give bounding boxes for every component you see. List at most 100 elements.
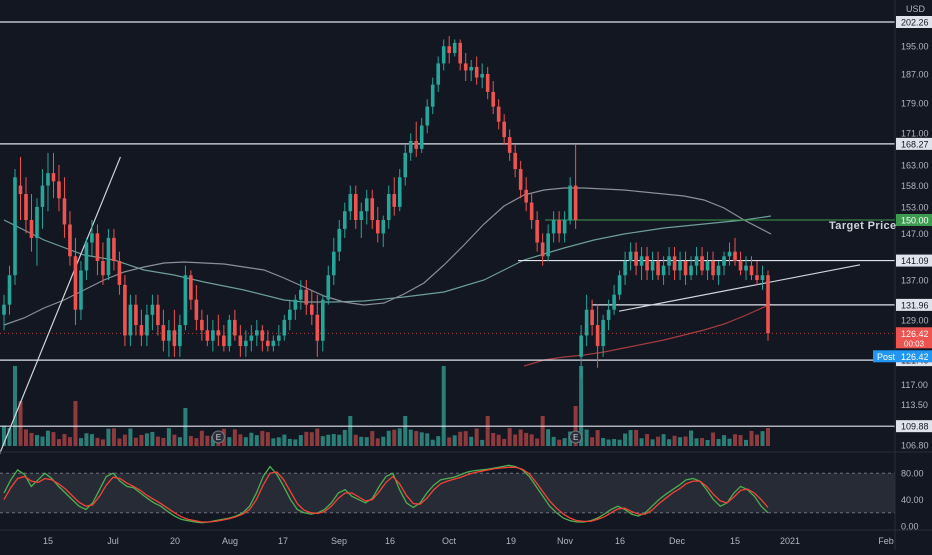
time-tick-label: 19: [506, 536, 516, 546]
volume-bar: [194, 438, 199, 446]
volume-bar: [67, 437, 72, 446]
candle-body: [46, 173, 50, 186]
volume-bar: [760, 431, 765, 446]
candle-body: [700, 256, 704, 271]
volume-bar: [397, 428, 402, 446]
candle-body: [271, 340, 276, 347]
candle-body: [612, 294, 616, 310]
volume-bar: [51, 432, 56, 446]
candle-body: [266, 340, 270, 347]
volume-bar: [403, 416, 408, 446]
post-label: Post: [877, 352, 896, 362]
candle-body: [678, 260, 682, 271]
candle-body: [150, 304, 155, 315]
candle-body: [359, 211, 364, 221]
price-tick-label: 202.26: [901, 18, 929, 28]
candle-body: [540, 242, 545, 257]
candle-body: [211, 330, 215, 341]
candle-body: [760, 275, 765, 281]
volume-bar: [694, 438, 699, 446]
candle-body: [167, 330, 171, 341]
volume-bar: [95, 437, 100, 446]
candle-body: [299, 289, 303, 300]
volume-bar: [408, 429, 413, 446]
candle-body: [623, 260, 627, 276]
candle-body: [419, 125, 424, 149]
volume-bar: [601, 437, 606, 446]
candle-body: [233, 319, 237, 336]
candle-body: [496, 106, 501, 122]
earnings-marker-label: E: [216, 433, 221, 442]
candle-body: [315, 314, 320, 341]
volume-bar: [683, 436, 688, 446]
candle-body: [255, 330, 259, 336]
volume-bar: [326, 434, 331, 446]
time-tick-label: 17: [278, 536, 288, 546]
time-tick-label: 16: [615, 536, 625, 546]
volume-bar: [672, 435, 677, 446]
candle-body: [238, 335, 243, 347]
post-price-badge: [873, 350, 932, 363]
candle-body: [524, 189, 528, 203]
candle-body: [112, 237, 116, 261]
price-tick-label: 171.00: [901, 129, 929, 139]
candle-body: [200, 319, 204, 331]
candle-body: [502, 121, 506, 138]
candle-body: [79, 270, 83, 310]
volume-bar: [348, 416, 353, 446]
volume-bar: [722, 435, 727, 446]
volume-bar: [205, 435, 210, 446]
candle-body: [480, 73, 484, 78]
volume-bar: [656, 436, 661, 446]
oscillator-line: [3, 464, 769, 524]
volume-bar: [441, 366, 446, 446]
earnings-marker-label: E: [573, 433, 578, 442]
volume-bar: [524, 432, 529, 446]
candle-body: [617, 275, 622, 295]
time-tick-label: Aug: [222, 536, 238, 546]
volume-bar: [144, 433, 149, 446]
volume-bar: [293, 439, 298, 446]
volume-bar: [579, 366, 584, 446]
candle-body: [408, 141, 413, 153]
volume-bar: [386, 430, 391, 446]
osc-layer: 0.00 40.00 80.00: [0, 451, 932, 532]
volume-bar: [628, 430, 633, 446]
volume-bar: [711, 432, 716, 446]
volume-bar: [738, 435, 743, 446]
volume-bar: [645, 434, 650, 446]
candle-body: [491, 91, 495, 107]
price-tick-label: 179.00: [901, 98, 929, 108]
volume-bar: [430, 439, 435, 446]
volume-bar: [518, 429, 523, 446]
candle-body: [595, 325, 600, 347]
volume-bar: [298, 435, 303, 446]
volume-bar: [210, 435, 215, 446]
candle-body: [414, 141, 419, 149]
trendline: [0, 156, 121, 455]
candle-body: [288, 309, 292, 320]
candle-body: [573, 185, 578, 221]
candle-body: [249, 335, 254, 341]
volume-bar: [612, 439, 617, 446]
volume-bar: [502, 438, 507, 446]
volume-bar: [485, 416, 490, 446]
candle-body: [222, 335, 226, 347]
volume-bar: [232, 429, 237, 446]
candle-body: [683, 260, 688, 276]
volume-bar: [447, 437, 452, 446]
time-axis[interactable]: 15 Jul 20 Aug 17 Sep 16 Oct 19 Nov 16 Dec 15 2021 Feb: [0, 529, 932, 546]
price-level-badge: [896, 420, 932, 433]
candle-body: [397, 177, 402, 207]
candle-body: [634, 251, 638, 266]
candle-body: [436, 63, 441, 85]
target-price-annotation: Target Price: [829, 220, 897, 232]
candle-body: [156, 304, 160, 326]
volume-bar: [469, 436, 474, 446]
volume-bar: [106, 428, 111, 446]
volume-bar: [337, 434, 342, 446]
volume-bar: [513, 434, 518, 446]
candle-body: [463, 63, 468, 71]
price-axis[interactable]: USD 106.80109.88113.50117.00121.40129.00…: [873, 0, 932, 550]
